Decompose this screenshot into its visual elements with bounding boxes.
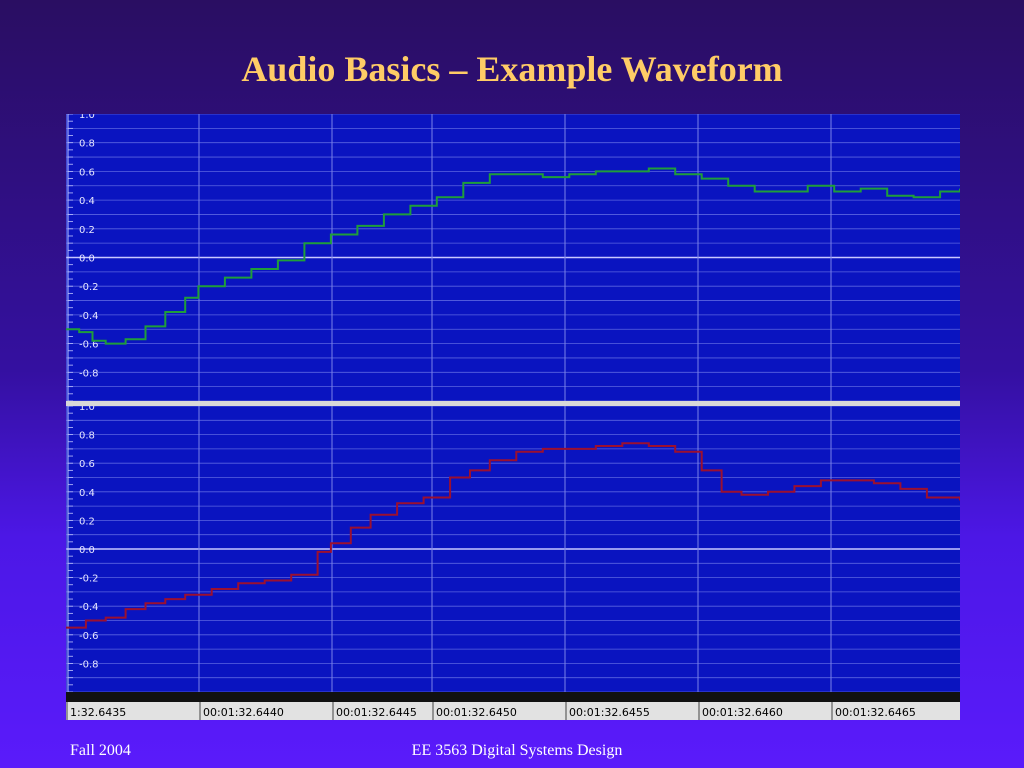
channel-1-lane: 1.0 0.8 0.6 0.4 0.2 0.0 -0.2 -0.4 -0.6 -0.8 (66, 114, 960, 402)
y-tick-label: -0.6 (79, 631, 99, 642)
y-tick-label: 0.8 (79, 431, 95, 442)
channel-2-lane: 1.0 0.8 0.6 0.4 0.2 0.0 -0.2 -0.4 -0.6 -0.8 (66, 402, 960, 693)
x-tick-label: 00:01:32.6450 (436, 706, 517, 719)
y-tick-label: -0.4 (79, 602, 99, 613)
y-tick-label: 0.2 (79, 516, 95, 527)
y-tick-label: -0.6 (79, 340, 99, 351)
y-tick-label: 0.6 (79, 167, 95, 178)
slide-title: Audio Basics – Example Waveform (241, 49, 783, 89)
footer-course: EE 3563 Digital Systems Design (411, 742, 623, 759)
plot-background (66, 114, 960, 720)
y-tick-label: 1.0 (79, 402, 95, 413)
y-tick-label: 0.4 (79, 488, 95, 499)
timeline-dark-band (66, 692, 960, 702)
y-tick-label: -0.8 (79, 659, 99, 670)
footer-date: Fall 2004 (70, 742, 131, 759)
x-tick-label: 00:01:32.6465 (835, 706, 916, 719)
waveform-chart: 1.0 0.8 0.6 0.4 0.2 0.0 -0.2 -0.4 -0.6 -0.8 1.0 0.8… (66, 114, 960, 720)
channel-2-waveform (66, 442, 960, 629)
y-tick-label: -0.4 (79, 311, 99, 322)
y-tick-label: 0.0 (79, 545, 95, 556)
timeline-ruler (66, 702, 960, 720)
x-tick-label: 1:32.6435 (70, 706, 126, 719)
x-tick-label: 00:01:32.6440 (203, 706, 284, 719)
channel-1-waveform (66, 167, 960, 345)
x-tick-label: 00:01:32.6445 (336, 706, 417, 719)
x-tick-label: 00:01:32.6455 (569, 706, 650, 719)
y-tick-label: 0.0 (79, 254, 95, 265)
y-tick-label: -0.2 (79, 574, 99, 585)
y-tick-label: 0.2 (79, 225, 95, 236)
y-tick-label: 0.8 (79, 139, 95, 150)
channel-divider (66, 401, 960, 406)
x-tick-label: 00:01:32.6460 (702, 706, 783, 719)
y-tick-label: -0.8 (79, 368, 99, 379)
y-tick-label: 0.4 (79, 196, 95, 207)
y-tick-label: -0.2 (79, 282, 99, 293)
y-tick-label: 1.0 (79, 114, 95, 121)
y-tick-label: 0.6 (79, 459, 95, 470)
